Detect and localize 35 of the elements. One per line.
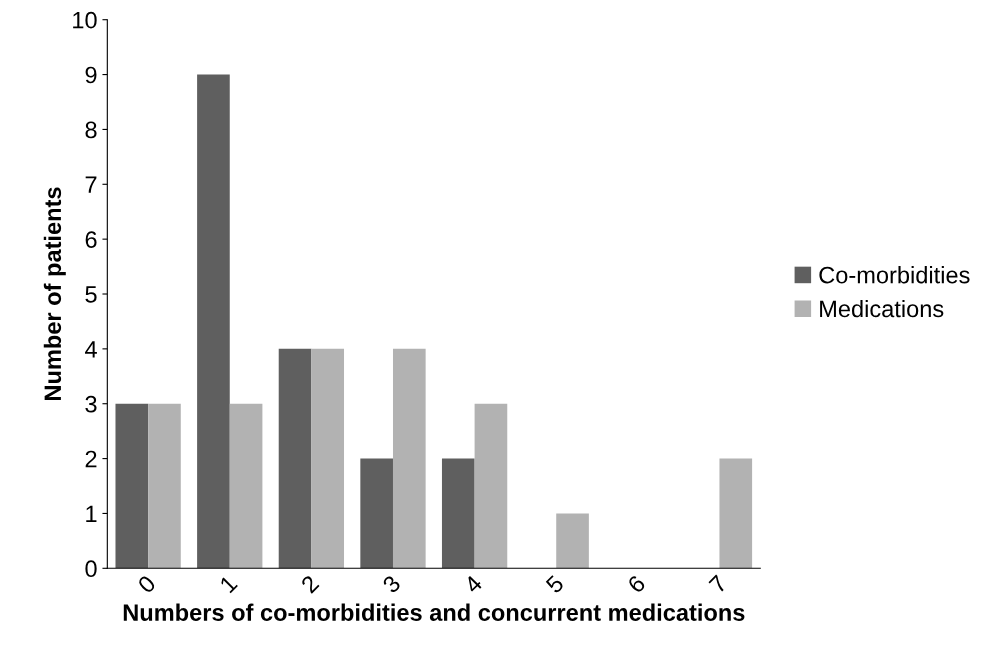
y-tick-label: 0 — [85, 560, 97, 578]
x-tick-label: 6 — [626, 574, 647, 594]
x-tick-label: 0 — [136, 574, 157, 595]
y-tick-label: 9 — [85, 66, 97, 84]
bar — [719, 458, 753, 569]
y-tick-label: 4 — [85, 341, 97, 358]
legend-label: Medications — [820, 299, 944, 318]
bar — [311, 348, 345, 569]
x-tick-label: 3 — [381, 574, 402, 595]
bar — [360, 458, 393, 569]
y-axis-title: Number of patients — [43, 187, 66, 400]
x-tick-label: 4 — [463, 574, 484, 595]
bar — [115, 403, 149, 569]
bar — [197, 74, 230, 569]
bar — [441, 458, 475, 569]
x-axis-title: Numbers of co-morbidities and concurrent medications — [123, 603, 745, 621]
y-tick-label: 7 — [85, 176, 97, 193]
x-tick-label: 1 — [219, 574, 238, 594]
bar — [556, 513, 589, 569]
y-tick-label: 6 — [85, 231, 97, 248]
bar — [229, 403, 263, 569]
legend-label: Co-morbidities — [819, 266, 970, 284]
y-tick-label: 3 — [85, 395, 97, 413]
bar — [278, 348, 312, 569]
y-tick-label: 2 — [85, 450, 97, 468]
y-tick-label: 8 — [85, 121, 97, 139]
y-tick-label: 1 — [86, 505, 97, 522]
y-tick-label: 10 — [73, 11, 97, 29]
y-tick-label: 5 — [85, 286, 97, 303]
bar — [392, 348, 426, 569]
bar — [474, 403, 508, 569]
x-tick-label: 7 — [708, 574, 728, 594]
x-tick-label: 2 — [300, 574, 320, 594]
bar — [148, 403, 181, 569]
x-tick-label: 5 — [545, 574, 565, 595]
